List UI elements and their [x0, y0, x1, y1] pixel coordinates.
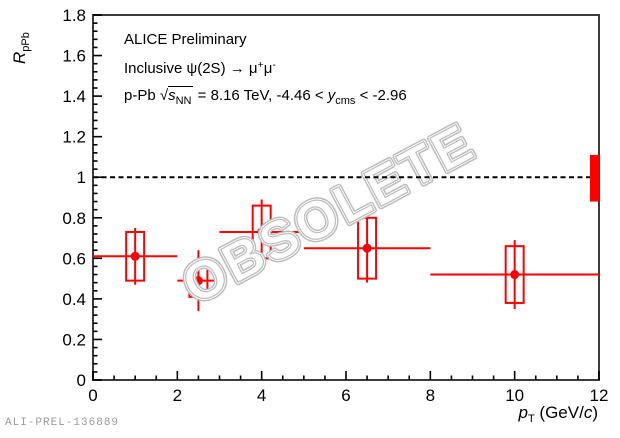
systematic-box [504, 245, 525, 304]
x-axis-tick-labels: 0 2 4 6 8 10 12 [88, 386, 608, 405]
axis-ticks [92, 14, 600, 381]
svg-text:1.4: 1.4 [62, 87, 86, 106]
annotation-decay-channel: Inclusive ψ(2S) → μ+μ- [124, 59, 276, 77]
y-axis-title: RpPb [10, 32, 32, 64]
systematic-box [125, 230, 146, 282]
svg-text:6: 6 [341, 386, 350, 405]
data-point [430, 240, 599, 310]
systematic-box [188, 263, 209, 298]
svg-text:1.2: 1.2 [62, 128, 86, 147]
sqrt-overbar: sNN [168, 86, 194, 107]
systematic-box [251, 204, 272, 260]
annotation-alice-preliminary: ALICE Preliminary [124, 31, 247, 48]
svg-text:0.4: 0.4 [62, 290, 86, 309]
global-uncertainty-box [590, 154, 600, 202]
svg-text:10: 10 [505, 386, 524, 405]
svg-text:0.8: 0.8 [62, 209, 86, 228]
marker-filled-circle [193, 276, 203, 286]
data-series-psi2s [93, 199, 599, 312]
data-point [219, 199, 304, 265]
marker-filled-circle [362, 243, 372, 253]
svg-text:0: 0 [88, 386, 97, 405]
svg-text:2: 2 [173, 386, 182, 405]
figure-id-label: ALI-PREL-136889 [5, 417, 120, 429]
svg-text:1.8: 1.8 [62, 6, 86, 25]
marker-filled-circle [257, 227, 267, 237]
marker-filled-circle [510, 270, 520, 280]
svg-text:OBSOLETE: OBSOLETE [173, 112, 485, 316]
svg-text:12: 12 [590, 386, 609, 405]
y-axis-tick-labels: 0 0.2 0.4 0.6 0.8 1 1.2 1.4 1.6 1.8 [62, 6, 86, 390]
svg-text:0: 0 [77, 371, 86, 390]
systematic-box [357, 216, 378, 280]
data-point [303, 213, 431, 283]
svg-text:1: 1 [77, 168, 86, 187]
svg-text:0.2: 0.2 [62, 330, 86, 349]
svg-text:4: 4 [257, 386, 266, 405]
svg-text:1.6: 1.6 [62, 47, 86, 66]
annotation-collision-system: p-Pb √sNN = 8.16 TeV, -4.46 < ycms < -2.… [124, 86, 407, 107]
svg-text:8: 8 [426, 386, 435, 405]
svg-text:0.6: 0.6 [62, 249, 86, 268]
data-point [93, 227, 178, 285]
marker-filled-circle [130, 251, 140, 261]
data-point [177, 250, 220, 312]
x-axis-title: pT (GeV/c) [518, 403, 599, 425]
